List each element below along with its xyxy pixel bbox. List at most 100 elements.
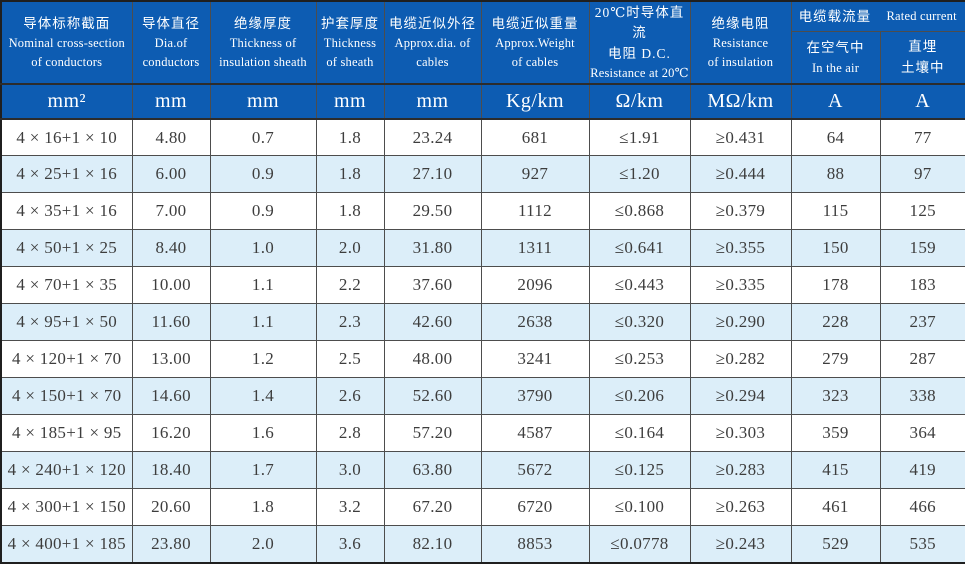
table-cell: 4 × 95+1 × 50 (1, 304, 132, 341)
table-cell: 2.8 (316, 415, 384, 452)
table-cell: 3.6 (316, 526, 384, 563)
table-cell: 27.10 (384, 156, 481, 193)
table-cell: 237 (880, 304, 965, 341)
table-cell: 1112 (481, 193, 589, 230)
header-label-zh: 电缆近似外径 (385, 14, 481, 34)
table-cell: 77 (880, 119, 965, 156)
table-cell: 2.0 (316, 230, 384, 267)
table-cell: ≥0.355 (690, 230, 791, 267)
table-cell: ≥0.294 (690, 378, 791, 415)
table-cell: ≤0.443 (589, 267, 690, 304)
header-label-en: In the air (792, 59, 880, 77)
table-cell: 4.80 (132, 119, 210, 156)
table-cell: ≤1.91 (589, 119, 690, 156)
table-cell: 4 × 120+1 × 70 (1, 341, 132, 378)
table-cell: 1.4 (210, 378, 316, 415)
unit-cell: MΩ/km (690, 84, 791, 119)
table-cell: 14.60 (132, 378, 210, 415)
table-cell: 178 (791, 267, 880, 304)
table-cell: ≥0.283 (690, 452, 791, 489)
table-header: 导体标称截面 Nominal cross-section of conducto… (1, 1, 965, 119)
table-cell: 4 × 400+1 × 185 (1, 526, 132, 563)
table-cell: 20.60 (132, 489, 210, 526)
header-label-en: Nominal cross-section (2, 34, 132, 52)
header-cell-approx-dia: 电缆近似外径 Approx.dia. of cables (384, 1, 481, 84)
table-cell: 2096 (481, 267, 589, 304)
table-cell: 16.20 (132, 415, 210, 452)
table-cell: 42.60 (384, 304, 481, 341)
table-cell: 8.40 (132, 230, 210, 267)
header-label-zh: 直埋 (881, 37, 965, 57)
header-label-en: Thickness (317, 34, 384, 52)
table-cell: 2.2 (316, 267, 384, 304)
table-cell: ≤0.125 (589, 452, 690, 489)
table-cell: ≥0.303 (690, 415, 791, 452)
table-cell: 11.60 (132, 304, 210, 341)
header-cell-buried: 直埋 土壤中 (880, 32, 965, 84)
table-cell: 57.20 (384, 415, 481, 452)
header-label-zh: 土壤中 (881, 58, 965, 78)
table-cell: 6720 (481, 489, 589, 526)
table-cell: 159 (880, 230, 965, 267)
table-cell: 5672 (481, 452, 589, 489)
table-cell: 29.50 (384, 193, 481, 230)
table-cell: 228 (791, 304, 880, 341)
table-cell: 1.2 (210, 341, 316, 378)
header-cell-rated-current-group: 电缆载流量 Rated current (791, 1, 965, 32)
table-cell: 8853 (481, 526, 589, 563)
table-cell: 279 (791, 341, 880, 378)
table-cell: 88 (791, 156, 880, 193)
table-cell: 37.60 (384, 267, 481, 304)
table-cell: ≥0.444 (690, 156, 791, 193)
header-label-en: Dia.of (133, 34, 210, 52)
header-label-zh: 绝缘电阻 (691, 14, 791, 34)
unit-cell: mm (384, 84, 481, 119)
header-label-en: Thickness of (211, 34, 316, 52)
table-cell: 4 × 50+1 × 25 (1, 230, 132, 267)
table-cell: 287 (880, 341, 965, 378)
table-cell: ≥0.290 (690, 304, 791, 341)
table-cell: ≤0.320 (589, 304, 690, 341)
table-cell: 0.7 (210, 119, 316, 156)
cable-spec-sheet: 导体标称截面 Nominal cross-section of conducto… (0, 0, 965, 548)
header-label-zh: 20℃时导体直流 (590, 3, 690, 44)
header-label-zh: 导体标称截面 (2, 14, 132, 34)
header-row-titles: 导体标称截面 Nominal cross-section of conducto… (1, 1, 965, 32)
table-cell: 6.00 (132, 156, 210, 193)
table-cell: 183 (880, 267, 965, 304)
table-cell: 3241 (481, 341, 589, 378)
table-cell: 1.8 (316, 193, 384, 230)
header-cell-insulation-thickness: 绝缘厚度 Thickness of insulation sheath (210, 1, 316, 84)
table-cell: ≥0.243 (690, 526, 791, 563)
table-cell: 52.60 (384, 378, 481, 415)
header-cell-cross-section: 导体标称截面 Nominal cross-section of conducto… (1, 1, 132, 84)
header-label-en: insulation sheath (211, 53, 316, 71)
header-cell-insulation-resistance: 绝缘电阻 Resistance of insulation (690, 1, 791, 84)
table-cell: 1.1 (210, 304, 316, 341)
header-row-units: mm² mm mm mm mm Kg/km Ω/km MΩ/km A A (1, 84, 965, 119)
table-cell: ≥0.263 (690, 489, 791, 526)
table-cell: ≥0.282 (690, 341, 791, 378)
table-cell: 419 (880, 452, 965, 489)
header-label-en: cables (385, 53, 481, 71)
table-cell: 4587 (481, 415, 589, 452)
table-cell: 461 (791, 489, 880, 526)
table-cell: ≤0.100 (589, 489, 690, 526)
unit-cell: mm² (1, 84, 132, 119)
table-cell: ≤1.20 (589, 156, 690, 193)
table-cell: 1.8 (210, 489, 316, 526)
table-cell: 1.0 (210, 230, 316, 267)
header-label-en: Resistance at 20℃ (590, 64, 690, 82)
unit-cell: A (791, 84, 880, 119)
header-label-zh: 电缆载流量 (792, 7, 879, 27)
unit-cell: Kg/km (481, 84, 589, 119)
table-cell: 4 × 16+1 × 10 (1, 119, 132, 156)
